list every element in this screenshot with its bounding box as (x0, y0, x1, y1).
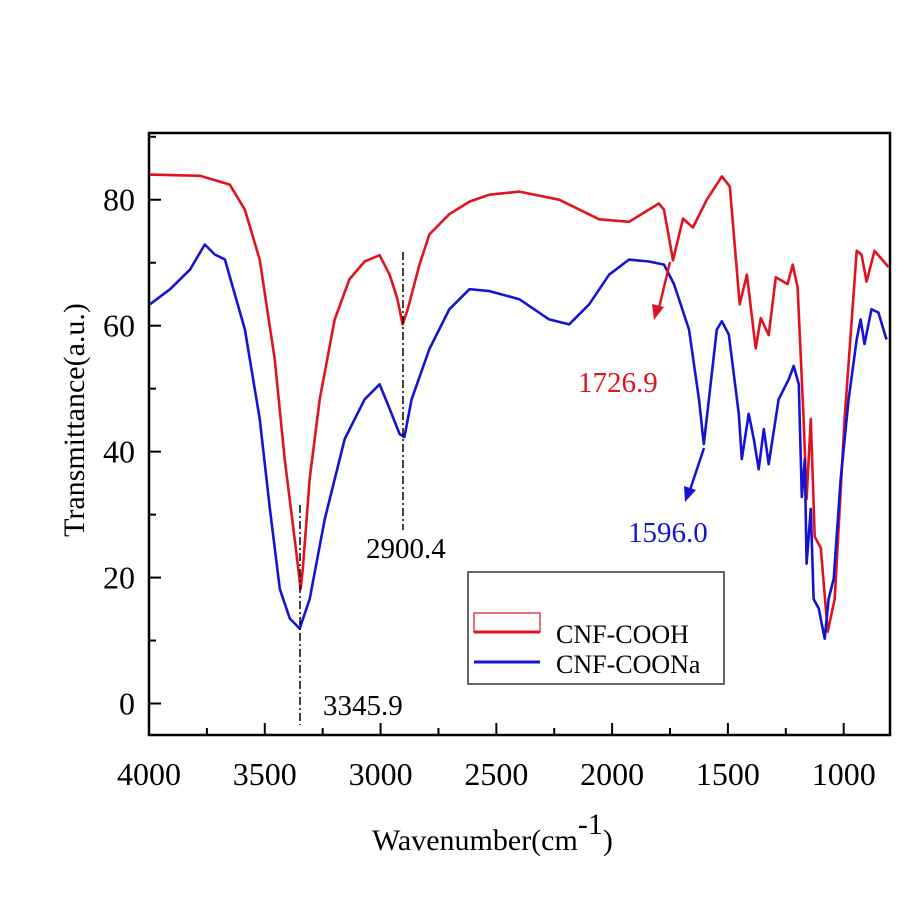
y-tick-label: 40 (103, 434, 135, 470)
series-line-cnf-cooh (149, 173, 890, 633)
y-tick-label: 20 (103, 560, 135, 596)
x-tick-label: 2000 (580, 756, 644, 792)
legend-label-coona: CNF-COONa (556, 650, 701, 679)
legend-label-cooh: CNF-COOH (556, 620, 689, 649)
x-axis-label-close: ) (603, 824, 613, 857)
annotation-label-2900: 2900.4 (366, 533, 446, 565)
y-tick-label: 0 (119, 686, 135, 722)
x-tick-label: 1500 (696, 756, 760, 792)
annotation-label-1596: 1596.0 (628, 517, 708, 549)
annotation-label-3345: 3345.9 (323, 690, 403, 722)
arrow-1726 (652, 261, 672, 320)
x-tick-label: 1000 (812, 756, 876, 792)
x-axis-label-main: Wavenumber(cm (372, 824, 578, 857)
plot-frame (147, 131, 892, 737)
y-tick-label: 80 (103, 182, 135, 218)
legend: CNF-COOH CNF-COONa (467, 571, 725, 685)
x-axis-label: Wavenumber(cm-1) (372, 808, 613, 857)
x-axis-label-sup: -1 (578, 808, 603, 841)
x-tick-label: 2500 (464, 756, 528, 792)
arrow-1596 (684, 447, 706, 502)
x-tick-label: 4000 (117, 756, 181, 792)
series-line-cnf-coona (149, 243, 888, 640)
annotation-label-1726: 1726.9 (578, 367, 658, 399)
x-tick-label: 3500 (233, 756, 297, 792)
y-tick-label: 60 (103, 308, 135, 344)
x-tick-label: 3000 (349, 756, 413, 792)
y-axis-label: Transmittance(a.u.) (58, 303, 91, 537)
